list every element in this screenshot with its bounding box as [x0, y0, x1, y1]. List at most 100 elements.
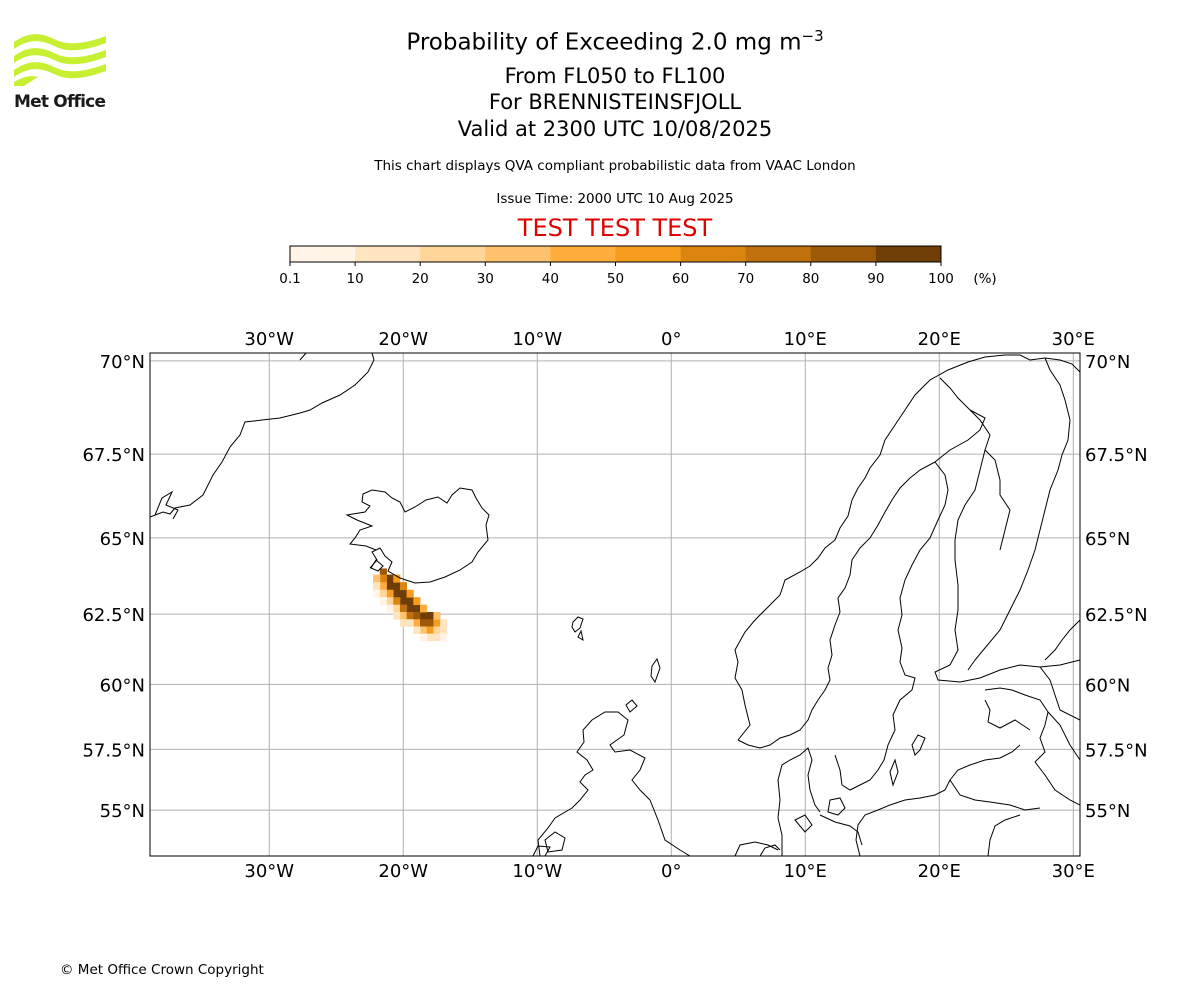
volcano-name: For BRENNISTEINSFJOLL	[488, 90, 742, 114]
plume-cell	[420, 633, 428, 642]
graticule	[150, 353, 1080, 856]
colorbar-tick-label: 50	[607, 271, 624, 287]
plume-cell	[426, 633, 434, 642]
plume-cell	[379, 568, 387, 577]
latitude-label: 70°N	[100, 352, 145, 373]
plume-cell	[413, 597, 421, 606]
data-note: This chart displays QVA compliant probab…	[374, 158, 856, 174]
longitude-label: 30°E	[1052, 329, 1095, 350]
plume-cell	[420, 611, 428, 620]
latitude-label: 60°N	[1085, 675, 1130, 696]
plume-cell	[379, 597, 387, 606]
colorbar-tick-label: 0.1	[279, 271, 300, 287]
plume-cell	[399, 619, 408, 627]
plume-cell	[399, 582, 408, 591]
latitude-label: 62.5°N	[1085, 605, 1148, 626]
plume-cell	[399, 597, 408, 606]
longitude-label: 30°W	[244, 861, 294, 882]
longitude-label: 20°W	[378, 329, 428, 350]
plume-cell	[386, 604, 394, 613]
plume-cell	[379, 574, 387, 583]
plume-cell	[413, 611, 421, 620]
plume-cell	[399, 611, 408, 620]
plume-cell	[379, 582, 387, 591]
longitude-label: 0°	[661, 329, 681, 350]
plume-cell	[386, 582, 394, 591]
plume-cell	[406, 619, 414, 627]
latitude-label: 70°N	[1085, 352, 1130, 373]
plume-cell	[440, 626, 448, 635]
colorbar-tick-label: 80	[802, 271, 819, 287]
latitude-label: 57.5°N	[1085, 740, 1148, 761]
plume-cell	[406, 604, 414, 613]
issue-time: Issue Time: 2000 UTC 10 Aug 2025	[496, 191, 734, 207]
plume-cell	[393, 611, 401, 620]
plume-cell	[399, 604, 408, 613]
plume-cell	[379, 589, 387, 598]
chart-title: Probability of Exceeding 2.0 mg m−3	[115, 27, 1115, 56]
colorbar-segment	[810, 246, 877, 262]
plume-cell	[440, 619, 448, 627]
latitude-label: 57.5°N	[82, 740, 145, 761]
latitude-label: 67.5°N	[1085, 445, 1148, 466]
plume-cell	[420, 604, 428, 613]
longitude-label: 10°E	[784, 329, 827, 350]
logo-text: Met Office	[14, 92, 106, 112]
colorbar-tick-label: 30	[477, 271, 494, 287]
map-frame	[149, 352, 1081, 857]
longitude-label: 30°E	[1052, 861, 1095, 882]
title-main: Probability of Exceeding 2.0 mg m	[406, 29, 802, 56]
longitude-label: 0°	[661, 861, 681, 882]
colorbar-segment	[550, 246, 616, 262]
latitude-label: 55°N	[1085, 801, 1130, 822]
plume-cell	[393, 604, 401, 613]
plume-cell	[413, 604, 421, 613]
plume-cell	[373, 589, 381, 598]
colorbar: 0.1 10 20 30 40 50 60 70 80 90 100 (%)	[279, 245, 997, 287]
latitude-label: 60°N	[100, 675, 145, 696]
colorbar-segment	[485, 246, 551, 262]
plume-cell	[433, 611, 441, 620]
plume-cell	[393, 574, 401, 583]
colorbar-tick-label: 20	[412, 271, 429, 287]
plume-cell	[386, 589, 394, 598]
test-banner: TEST TEST TEST	[517, 214, 713, 242]
colorbar-tick-label: 10	[347, 271, 364, 287]
colorbar-unit: (%)	[973, 271, 996, 287]
plume-cell	[433, 633, 441, 642]
colorbar-tick-label: 100	[928, 271, 954, 287]
latitude-label: 65°N	[1085, 529, 1130, 550]
plume-cell	[393, 589, 401, 598]
colorbar-segment	[680, 246, 747, 262]
plume-cell	[440, 633, 448, 642]
axis-labels: 30°W 30°W 20°W 20°W 10°W 10°W 0° 0° 10°E 10°E 20°E…	[82, 329, 1147, 882]
plume-cell	[373, 574, 381, 583]
longitude-label: 10°W	[512, 329, 562, 350]
longitude-label: 10°E	[784, 861, 827, 882]
plume-cell	[386, 574, 394, 583]
colorbar-segment	[290, 246, 356, 262]
ash-probability-plume	[373, 568, 448, 642]
longitude-label: 30°W	[244, 329, 294, 350]
colorbar-segment	[615, 246, 682, 262]
longitude-label: 20°E	[918, 329, 961, 350]
plume-cell	[406, 589, 414, 598]
plume-cell	[406, 611, 414, 620]
level-range: From FL050 to FL100	[504, 64, 726, 88]
copyright: © Met Office Crown Copyright	[60, 962, 264, 978]
colorbar-tick-label: 60	[672, 271, 689, 287]
plume-cell	[399, 589, 408, 598]
plume-cell	[393, 582, 401, 591]
colorbar-tick-label: 40	[542, 271, 559, 287]
colorbar-segment	[745, 246, 812, 262]
plume-cell	[386, 597, 394, 606]
latitude-label: 62.5°N	[82, 605, 145, 626]
longitude-label: 20°W	[378, 861, 428, 882]
plume-cell	[426, 619, 434, 627]
met-office-logo: Met Office	[14, 30, 110, 112]
plume-cell	[426, 626, 434, 635]
colorbar-tick-label: 90	[867, 271, 884, 287]
coastlines	[150, 353, 1080, 856]
latitude-label: 67.5°N	[82, 445, 145, 466]
